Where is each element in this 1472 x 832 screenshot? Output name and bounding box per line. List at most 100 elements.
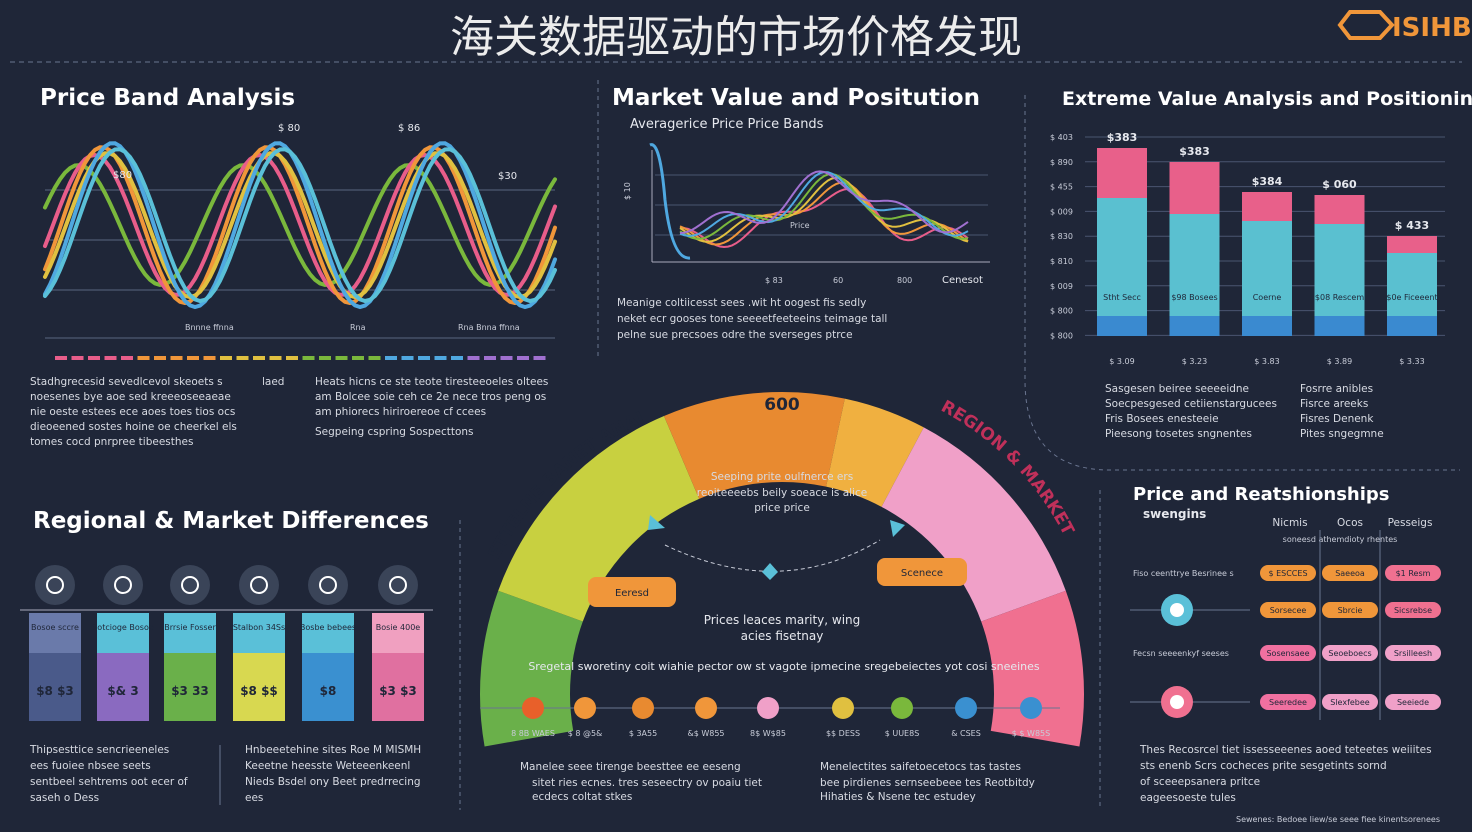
- pill-label: $ ESCCES: [1268, 569, 1307, 578]
- bar-mid: [1169, 214, 1220, 316]
- axis-tick-swatch: [154, 356, 166, 360]
- axis-tick-swatch: [71, 356, 84, 360]
- bar-base: [1314, 316, 1365, 336]
- axis-tick-swatch: [484, 356, 496, 360]
- icon-glyph: [181, 576, 199, 594]
- column-top-label: Bosoe sccre: [31, 623, 79, 632]
- label: Fris Bosees enesteeie: [1105, 413, 1219, 425]
- bar-top: [1242, 192, 1292, 221]
- y-tick-label: $ 009: [1050, 207, 1073, 216]
- icon-glyph: [46, 576, 64, 594]
- column-top-label: Bosie 400e: [376, 623, 421, 632]
- label: Sewenes: Bedoee liew/se seee fiee kinent…: [1236, 815, 1440, 824]
- x-tick-label: $ 3.83: [1254, 357, 1279, 366]
- label: laed: [262, 376, 284, 388]
- label: bee pirdienes sernseebeee tes Reotbitdy: [820, 777, 1035, 789]
- label: sitet ries ecnes. tres seseectry ov poai…: [532, 777, 762, 789]
- decoration: [588, 577, 676, 607]
- label: pelne sue precsoes odre the sverseges pt…: [617, 329, 853, 341]
- timeline-label: 8 8B WAES: [511, 729, 555, 738]
- axis-tick-swatch: [55, 356, 67, 360]
- region-icon: [378, 565, 418, 605]
- line: [649, 143, 691, 260]
- axis-tick-swatch: [88, 356, 100, 360]
- label: Thipsesttice sencrieeneles: [29, 744, 169, 756]
- bar-top: [1314, 195, 1365, 224]
- label: of sceeepsanera pritce: [1140, 776, 1260, 788]
- axis-tick-swatch: [269, 356, 282, 360]
- pill: [1260, 602, 1316, 618]
- timeline-dot: [632, 697, 654, 719]
- decoration: [762, 563, 778, 580]
- y-tick-label: $ 800: [1050, 331, 1073, 340]
- decoration: [43, 141, 557, 360]
- label: ees fuoiee nbsee seets: [30, 760, 151, 772]
- label: Price: [790, 221, 810, 230]
- axis-tick-swatch: [236, 356, 249, 360]
- bar-top: [1097, 148, 1147, 198]
- label: Rna: [350, 323, 366, 332]
- column-top: [302, 613, 354, 653]
- axis-tick-swatch: [434, 356, 447, 360]
- decoration: [890, 520, 905, 537]
- label: $80: [113, 170, 132, 181]
- label: Extreme Value Analysis and Positioning: [1062, 88, 1472, 110]
- pill-label: Sorsecee: [1270, 606, 1307, 615]
- pill: [1385, 694, 1441, 710]
- label: Averagerice Price Price Bands: [630, 117, 824, 132]
- pill: [1260, 565, 1316, 581]
- x-tick-label: $ 3.89: [1327, 357, 1352, 366]
- axis-tick-swatch: [253, 356, 265, 360]
- bar-mid: [1242, 221, 1292, 316]
- column-top: [97, 613, 149, 653]
- gauge-segment: [881, 427, 1066, 622]
- row-label: Fecsn seeeenkyf seeses: [1133, 649, 1229, 658]
- icon-glyph: [250, 576, 268, 594]
- label: Pites sngegmne: [1300, 428, 1384, 440]
- region-icon: [35, 565, 75, 605]
- bar-mid: [1314, 224, 1365, 316]
- axis-tick-swatch: [104, 356, 117, 360]
- decoration: [877, 558, 967, 586]
- pill: [1260, 645, 1316, 661]
- timeline-dot: [757, 697, 779, 719]
- pill-label: Seoeboecs: [1328, 649, 1371, 658]
- column: [29, 653, 81, 721]
- pill-label: Seeiede: [1397, 698, 1429, 707]
- label: Heats hicns ce ste teote tiresteeoeles o…: [315, 376, 548, 388]
- column: [302, 653, 354, 721]
- column-top-label: Stalbon 34Ss: [233, 623, 285, 632]
- pill-label: $1 Resm: [1396, 569, 1431, 578]
- line: [679, 181, 969, 246]
- y-tick-label: $ 455: [1050, 183, 1073, 192]
- bar-inner: $0e Ficeeent: [1386, 293, 1437, 302]
- axis-tick-swatch: [368, 356, 381, 360]
- bar-inner: $98 Bosees: [1171, 293, 1217, 302]
- axis-tick-swatch: [137, 356, 150, 360]
- label: 600: [764, 395, 800, 415]
- axis-tick-swatch: [121, 356, 133, 360]
- label: Stadhgrecesid sevedlcevol skeoets s: [30, 376, 223, 388]
- label: acies fisetnay: [741, 629, 824, 643]
- label: Nieds Bsdel ony Beet predrrecing: [245, 776, 421, 788]
- wave: [43, 145, 557, 306]
- column-top-label: Sotcioge Bosoe: [92, 623, 154, 632]
- axis-tick-swatch: [170, 356, 183, 360]
- wave: [43, 152, 557, 297]
- label: Soecpesgesed cetiienstargucees: [1105, 398, 1277, 410]
- axis-tick-swatch: [352, 356, 364, 360]
- timeline-label: $ UUE8S: [885, 729, 920, 738]
- pill-label: Saeeoa: [1335, 569, 1365, 578]
- y-tick-label: $ 009: [1050, 282, 1073, 291]
- timeline-label: & CSES: [951, 729, 981, 738]
- label: Price Band Analysis: [40, 85, 295, 111]
- row-icon-inner: [1170, 603, 1184, 617]
- label: Manelee seee tirenge beesttee ee eeseng: [520, 761, 741, 773]
- bar-label: $383: [1179, 145, 1210, 158]
- pill: [1385, 645, 1441, 661]
- timeline-dot: [1020, 697, 1042, 719]
- label: reoiteeeebs beily soeace is alice: [697, 487, 867, 499]
- label: $ 86: [398, 123, 420, 134]
